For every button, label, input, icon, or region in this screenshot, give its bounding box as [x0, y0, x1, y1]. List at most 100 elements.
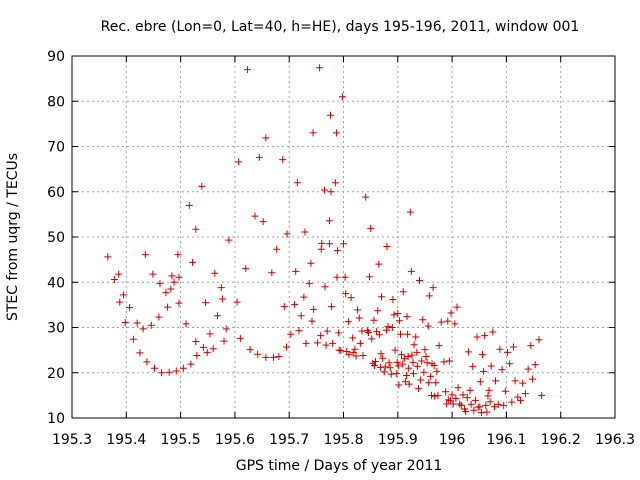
- data-point: [172, 367, 180, 375]
- data-point: [425, 379, 433, 387]
- data-point: [273, 245, 281, 253]
- data-point: [147, 321, 155, 329]
- data-point: [433, 367, 441, 375]
- x-tick-label: 195.9: [378, 432, 418, 448]
- data-point: [206, 330, 214, 338]
- data-point: [459, 391, 467, 399]
- data-point: [320, 186, 328, 194]
- data-point: [243, 66, 251, 74]
- data-point: [467, 400, 475, 408]
- data-point: [297, 312, 305, 320]
- data-point: [418, 357, 426, 365]
- data-point: [377, 350, 385, 358]
- data-point: [414, 385, 422, 393]
- data-point: [323, 327, 331, 335]
- x-tick-label: 196.3: [595, 432, 635, 448]
- x-tick-label: 195.4: [106, 432, 146, 448]
- data-point: [305, 280, 313, 288]
- data-point: [463, 394, 471, 402]
- data-point: [187, 360, 195, 368]
- x-tick-label: 195.8: [323, 432, 363, 448]
- data-point: [487, 362, 495, 370]
- data-point: [483, 408, 491, 416]
- data-point: [158, 369, 166, 377]
- data-point: [349, 334, 357, 342]
- data-point: [399, 360, 407, 368]
- data-point: [141, 251, 149, 259]
- data-point: [508, 398, 516, 406]
- data-point: [500, 401, 508, 409]
- data-point: [449, 400, 457, 408]
- data-point: [471, 396, 479, 404]
- data-point: [421, 346, 429, 354]
- data-point: [139, 325, 147, 333]
- data-point: [506, 360, 514, 368]
- data-point: [393, 358, 401, 366]
- data-point: [519, 379, 527, 387]
- data-point: [400, 355, 408, 363]
- data-point: [410, 341, 418, 349]
- data-point: [382, 326, 390, 334]
- data-point: [412, 333, 420, 341]
- data-point: [431, 392, 439, 400]
- data-point: [211, 269, 219, 277]
- data-point: [162, 289, 170, 297]
- data-point: [454, 384, 462, 392]
- data-point: [375, 331, 383, 339]
- data-point: [375, 260, 383, 268]
- data-point: [503, 348, 511, 356]
- data-point: [327, 188, 335, 196]
- data-point: [437, 318, 445, 326]
- x-tick-label: 195.7: [269, 432, 309, 448]
- data-point: [479, 351, 487, 359]
- data-point: [269, 353, 277, 361]
- data-point: [464, 348, 472, 356]
- data-point: [341, 273, 349, 281]
- data-point: [366, 273, 374, 281]
- data-point: [168, 272, 176, 280]
- data-point: [309, 129, 317, 137]
- data-point: [233, 298, 241, 306]
- data-point: [340, 240, 347, 248]
- data-point: [301, 228, 309, 236]
- data-point: [317, 245, 325, 253]
- data-point: [389, 295, 397, 303]
- data-point: [381, 363, 389, 371]
- data-point: [302, 339, 310, 347]
- data-point: [279, 156, 287, 164]
- data-point: [156, 280, 164, 288]
- data-point: [425, 292, 433, 300]
- data-point: [364, 328, 372, 336]
- data-point: [116, 298, 124, 306]
- data-point: [155, 313, 163, 321]
- data-point: [198, 182, 206, 190]
- data-point: [470, 406, 478, 414]
- data-point: [385, 359, 393, 367]
- data-point: [331, 179, 339, 187]
- data-point: [325, 240, 333, 248]
- data-point: [402, 371, 410, 379]
- data-point: [469, 362, 477, 370]
- data-point: [407, 267, 415, 275]
- data-point: [345, 351, 353, 359]
- data-point: [254, 350, 262, 358]
- data-point: [538, 391, 546, 399]
- data-point: [235, 158, 243, 166]
- data-point: [374, 307, 382, 315]
- data-point: [498, 366, 506, 374]
- data-point: [451, 320, 459, 328]
- data-point: [521, 390, 529, 398]
- data-point: [482, 401, 490, 409]
- x-tick-label: 196.2: [541, 432, 581, 448]
- data-point: [185, 201, 193, 209]
- data-point: [462, 408, 470, 416]
- data-point: [417, 376, 425, 384]
- data-point: [379, 354, 387, 362]
- data-point: [435, 342, 443, 350]
- data-point: [344, 318, 352, 326]
- data-point: [347, 294, 355, 302]
- data-point: [262, 134, 270, 142]
- data-point: [120, 291, 128, 299]
- data-point: [399, 288, 407, 296]
